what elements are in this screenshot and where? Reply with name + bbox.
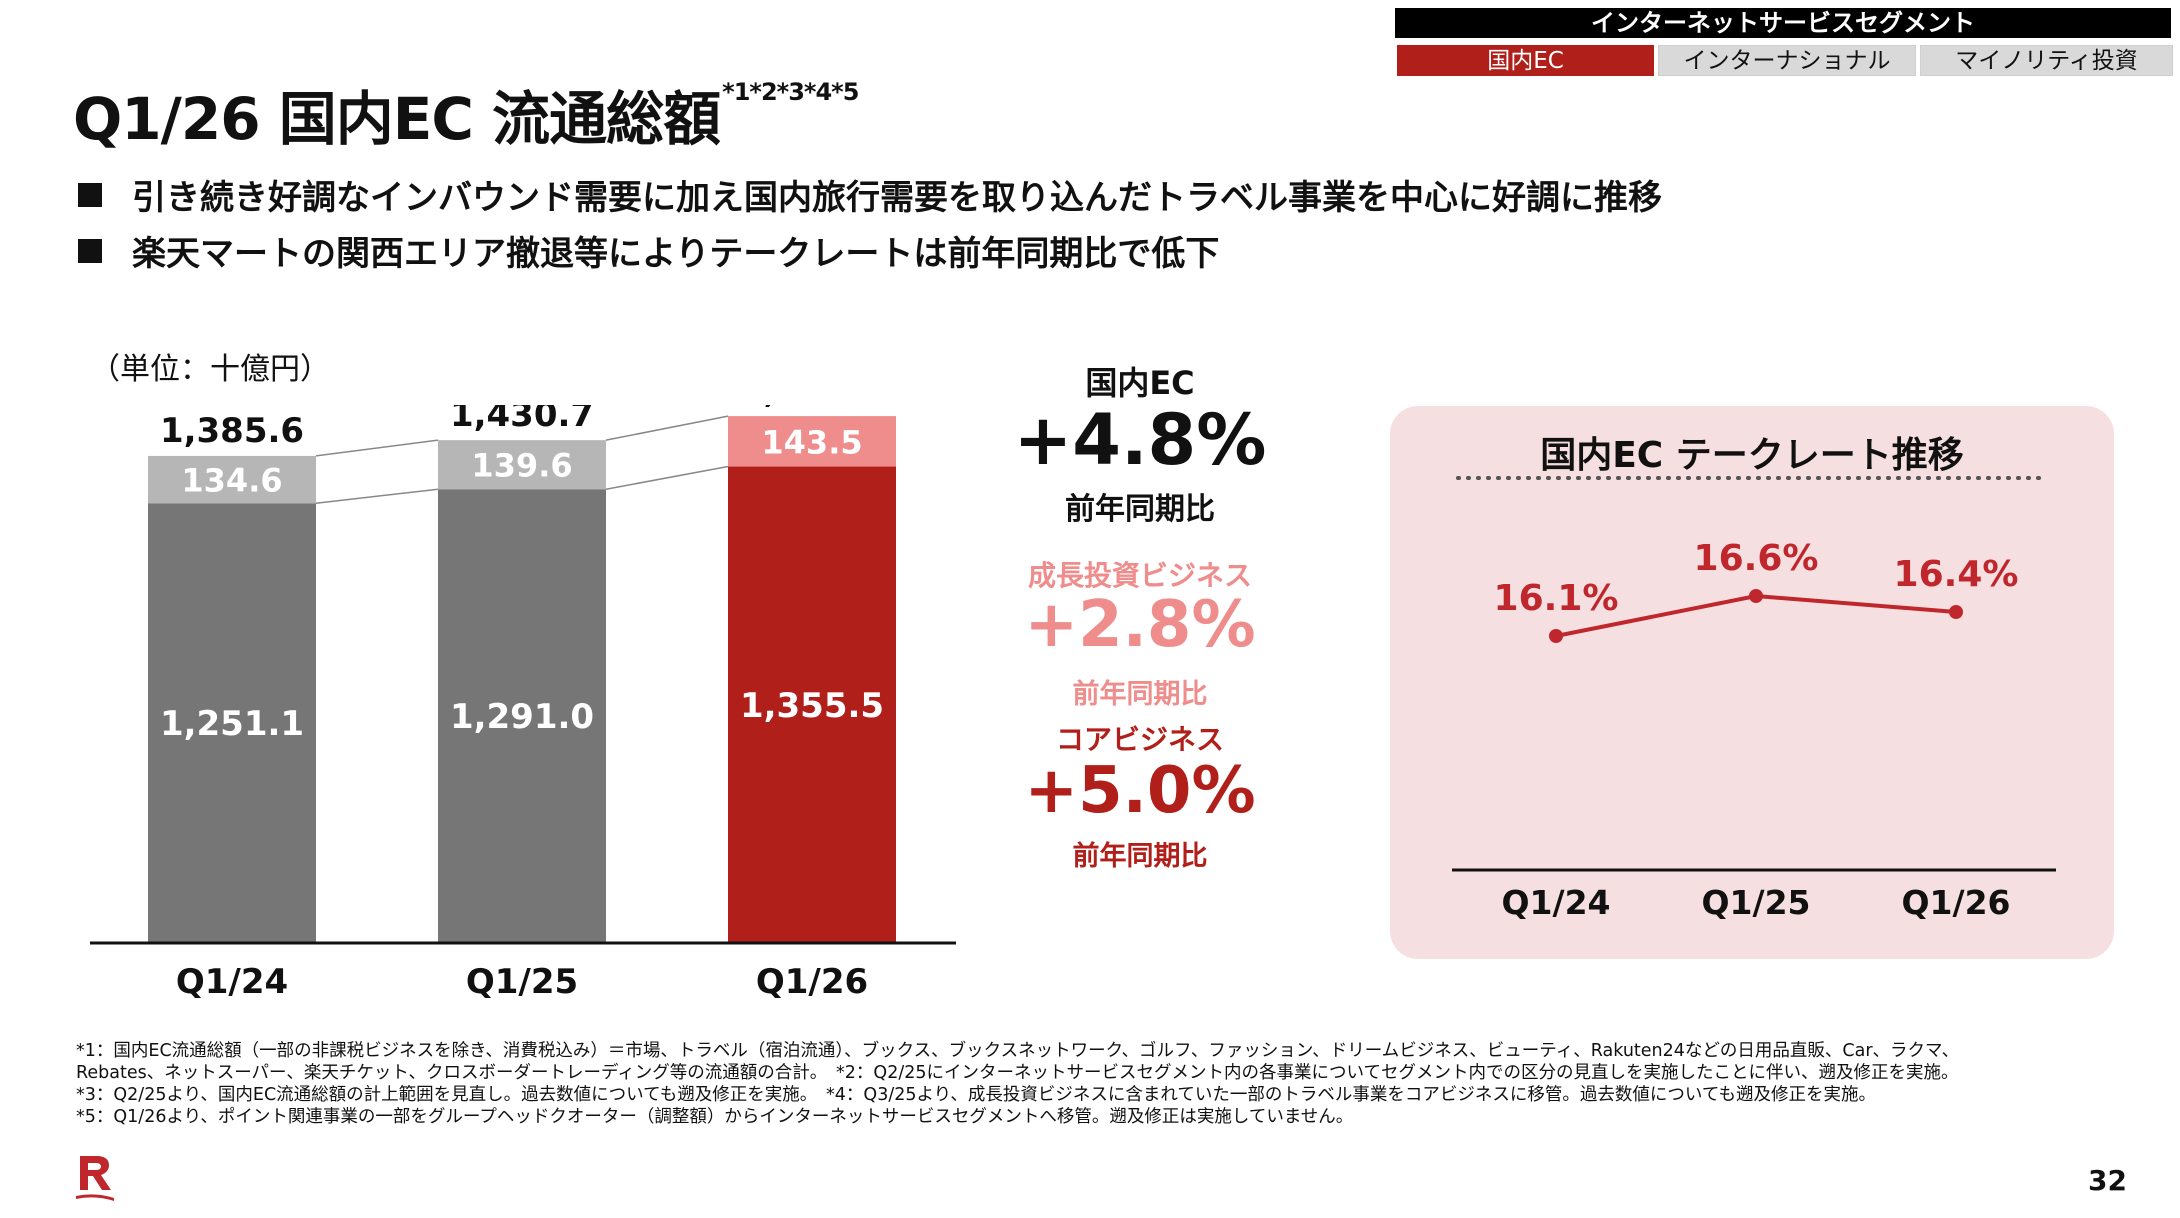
x-tick-label: Q1/26 bbox=[1902, 883, 2011, 922]
kpi-growth-label: 成長投資ビジネス bbox=[1027, 559, 1252, 592]
core-value-label: 1,251.1 bbox=[160, 704, 304, 744]
bullet-1-text: 引き続き好調なインバウンド需要に加え国内旅行需要を取り込んだトラベル事業を中心に… bbox=[132, 178, 1662, 218]
x-tick-label: Q1/26 bbox=[756, 962, 868, 1002]
take-rate-title: 国内EC テークレート推移 bbox=[1540, 435, 1964, 476]
take-rate-point-Q1/24 bbox=[1549, 629, 1563, 643]
take-rate-point-Q1/26 bbox=[1949, 605, 1963, 619]
take-rate-value-label: 16.4% bbox=[1894, 554, 2019, 595]
bullet-2-text: 楽天マートの関西エリア撤退等によりテークレートは前年同期比で低下 bbox=[132, 234, 1220, 274]
kpi-core-label: コアビジネス bbox=[1055, 723, 1224, 756]
x-tick-label: Q1/24 bbox=[176, 962, 288, 1002]
rakuten-r-logo-icon bbox=[76, 1156, 114, 1201]
core-bar-Q1/25 bbox=[438, 489, 606, 943]
square-bullet-icon bbox=[78, 239, 102, 263]
take-rate-value-label: 16.1% bbox=[1494, 578, 1619, 619]
growth-bar-Q1/25 bbox=[438, 440, 606, 490]
kpi-total-value: +4.8% bbox=[1013, 399, 1267, 481]
bullet-1: 引き続き好調なインバウンド需要に加え国内旅行需要を取り込んだトラベル事業を中心に… bbox=[78, 170, 1662, 219]
segment-header: インターネットサービスセグメント bbox=[1395, 8, 2171, 38]
connector-line-top bbox=[315, 439, 439, 457]
kpi-core-sublabel: 前年同期比 bbox=[1072, 841, 1208, 872]
title-footnote-marks: *1*2*3*4*5 bbox=[722, 78, 859, 106]
total-value-label: 1,385.6 bbox=[160, 411, 304, 451]
tab-minority-investment[interactable]: マイノリティ投資 bbox=[1920, 45, 2173, 76]
footnote-line-4: *5：Q1/26より、ポイント関連事業の一部をグループヘッドクオーター（調整額）… bbox=[76, 1107, 1354, 1127]
growth-value-label: 143.5 bbox=[761, 423, 862, 461]
core-value-label: 1,291.0 bbox=[450, 697, 594, 737]
page-title-text: Q1/26 国内EC 流通総額 bbox=[73, 85, 721, 153]
kpi-total-label: 国内EC bbox=[1085, 364, 1195, 402]
growth-value-label: 134.6 bbox=[181, 462, 282, 500]
tab-domestic-ec[interactable]: 国内EC bbox=[1397, 45, 1654, 76]
growth-bar-Q1/24 bbox=[148, 455, 316, 504]
kpi-growth-value: +2.8% bbox=[1024, 588, 1256, 662]
x-tick-label: Q1/25 bbox=[1702, 883, 1811, 922]
x-tick-label: Q1/24 bbox=[1502, 883, 1611, 922]
footnote-line-1: *1：国内EC流通総額（一部の非課税ビジネスを除き、消費税込み）＝市場、トラベル… bbox=[76, 1041, 1960, 1061]
take-rate-panel: 国内EC テークレート推移 16.1% Q1/24 16.6% Q1/25 16.4% Q… bbox=[1390, 406, 2114, 959]
square-bullet-icon bbox=[78, 183, 102, 207]
growth-value-label: 139.6 bbox=[471, 447, 572, 485]
footnote-line-2: Rebates、ネットスーパー、楽天チケット、クロスボーダートレーディング等の流… bbox=[76, 1063, 1959, 1083]
take-rate-line-chart: 16.1% Q1/24 16.6% Q1/25 16.4% Q1/26 bbox=[1452, 476, 2056, 922]
unit-label: （単位：十億円） bbox=[90, 352, 330, 387]
connector-line-mid bbox=[315, 488, 439, 504]
kpi-total-sublabel: 前年同期比 bbox=[1065, 492, 1215, 527]
take-rate-value-label: 16.6% bbox=[1694, 538, 1819, 579]
total-value-label: 1,430.7 bbox=[450, 405, 594, 435]
page-title: Q1/26 国内EC 流通総額*1*2*3*4*5 bbox=[73, 72, 859, 156]
footnote-line-3: *3：Q2/25より、国内EC流通総額の計上範囲を見直し。過去数値についても遡及… bbox=[76, 1085, 1877, 1105]
x-tick-label: Q1/25 bbox=[466, 962, 578, 1002]
core-bar-Q1/24 bbox=[148, 503, 316, 943]
page-number: 32 bbox=[2088, 1164, 2127, 1197]
core-value-label: 1,355.5 bbox=[740, 686, 884, 726]
total-value-label: 1,499.0 bbox=[740, 405, 884, 411]
connector-line-mid bbox=[605, 465, 729, 490]
kpi-growth-sublabel: 前年同期比 bbox=[1072, 679, 1208, 710]
gmv-bar-chart: 1,251.1 134.6 1,385.6 Q1/24 1,291.0 139.6 1,43… bbox=[90, 405, 956, 1002]
core-bar-Q1/26 bbox=[728, 466, 896, 943]
kpi-core-value: +5.0% bbox=[1024, 754, 1256, 828]
connector-line-top bbox=[605, 415, 729, 441]
growth-bar-Q1/26 bbox=[728, 416, 896, 467]
take-rate-point-Q1/25 bbox=[1749, 589, 1763, 603]
tab-international[interactable]: インターナショナル bbox=[1658, 45, 1916, 76]
bullet-2: 楽天マートの関西エリア撤退等によりテークレートは前年同期比で低下 bbox=[78, 226, 1219, 275]
